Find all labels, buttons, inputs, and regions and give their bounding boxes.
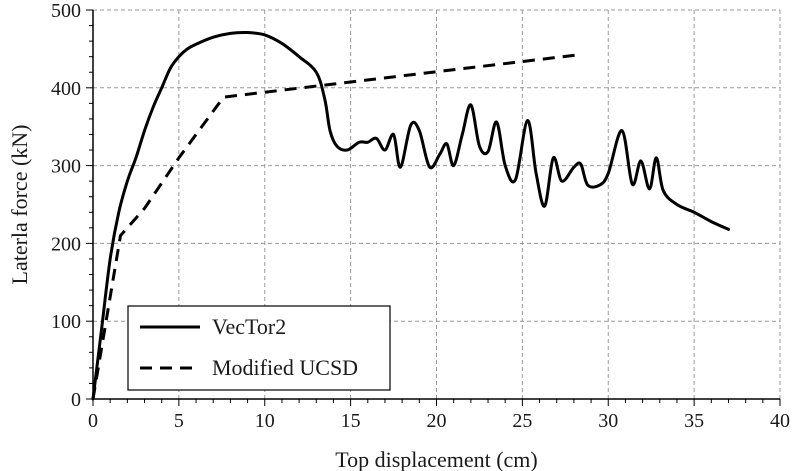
legend-box bbox=[127, 305, 391, 391]
x-tick-label: 5 bbox=[174, 410, 184, 432]
legend: VecTor2 Modified UCSD bbox=[127, 305, 391, 391]
x-tick-label: 20 bbox=[427, 410, 447, 432]
y-tick-label: 0 bbox=[71, 389, 81, 411]
series-lines bbox=[91, 30, 730, 401]
x-tick-label: 35 bbox=[684, 410, 704, 432]
y-tick-label: 200 bbox=[51, 233, 81, 255]
x-tick-label: 0 bbox=[88, 410, 98, 432]
series-line-vector2 bbox=[91, 30, 730, 401]
x-axis-title: Top displacement (cm) bbox=[335, 447, 538, 471]
x-tick-label: 10 bbox=[255, 410, 275, 432]
legend-label-vector2: VecTor2 bbox=[212, 314, 286, 339]
axes bbox=[86, 9, 781, 406]
y-tick-label: 100 bbox=[51, 311, 81, 333]
y-tick-label: 500 bbox=[51, 0, 81, 22]
x-tick-label: 30 bbox=[598, 410, 618, 432]
y-tick-label: 300 bbox=[51, 156, 81, 178]
x-tick-label: 40 bbox=[770, 410, 790, 432]
legend-label-modified-ucsd: Modified UCSD bbox=[212, 355, 358, 380]
y-axis-title: Laterla force (kN) bbox=[7, 124, 32, 284]
x-tick-label: 15 bbox=[341, 410, 361, 432]
x-tick-label: 25 bbox=[512, 410, 532, 432]
y-tick-label: 400 bbox=[51, 78, 81, 100]
